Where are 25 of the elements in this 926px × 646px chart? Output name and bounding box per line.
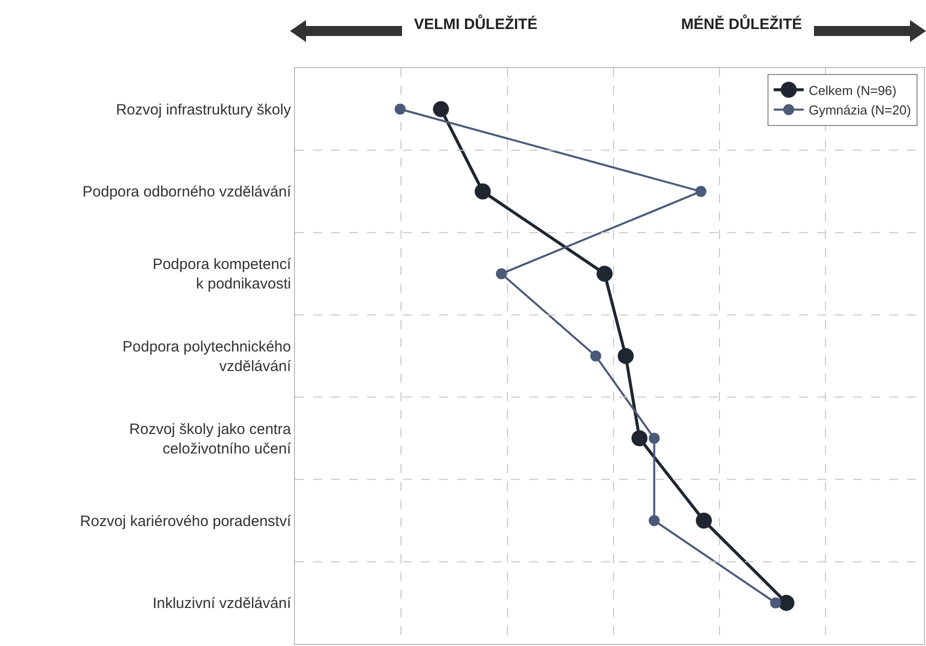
y-tick-label: Podpora odborného vzdělávání: [82, 184, 292, 201]
point: [618, 348, 634, 364]
legend-label: Gymnázia (N=20): [808, 102, 911, 118]
point: [778, 594, 794, 611]
point: [474, 183, 491, 200]
legend-label: Celkem (N=96): [808, 82, 896, 98]
point: [648, 432, 660, 444]
point: [695, 186, 706, 197]
point: [590, 350, 602, 362]
point: [432, 101, 449, 118]
point: [596, 266, 613, 282]
y-tick-label: Inkluzivní vzdělávání: [152, 595, 292, 612]
y-tick-label: Podpora polytechnického vzdělávání: [122, 338, 292, 375]
point: [394, 104, 406, 115]
y-tick-label: Rozvoj kariérového poradenství: [80, 512, 292, 530]
y-tick-label: Podpora kompetencí k podnikavosti: [152, 256, 292, 293]
point: [770, 597, 782, 608]
y-tick-label: Rozvoj školy jako centra celoživotního učení: [129, 420, 292, 458]
point: [631, 430, 648, 446]
text: VELMI DŮLEŽITÉ: [414, 16, 538, 33]
text: MÉNĚ DŮLEŽITÉ: [681, 16, 802, 33]
point: [696, 512, 712, 529]
point: [648, 515, 660, 526]
y-tick-label: Rozvoj infrastruktury školy: [116, 101, 292, 118]
point: [496, 268, 507, 280]
